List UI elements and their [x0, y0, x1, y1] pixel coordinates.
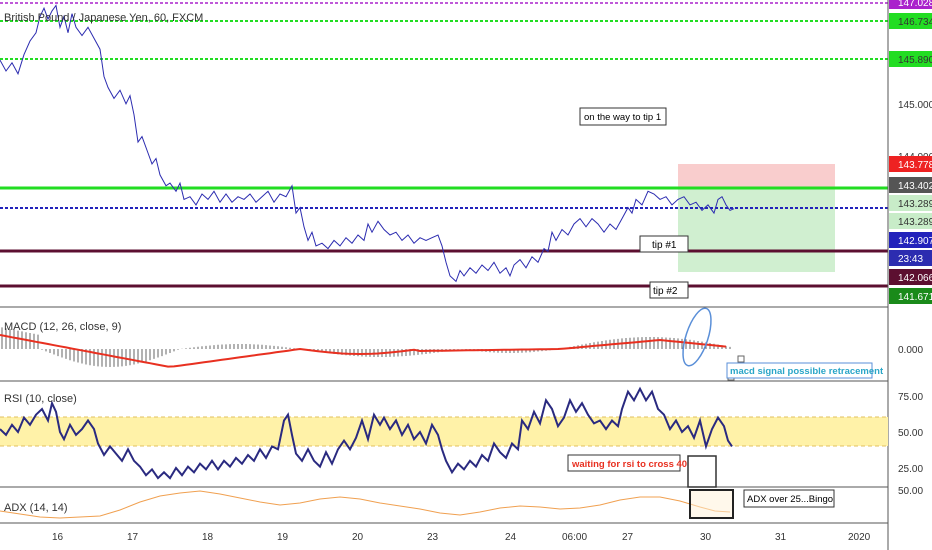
price-tick: 145.890	[898, 55, 932, 66]
price-tag-green: 143.289	[889, 213, 932, 229]
macd-tick: 0.000	[898, 345, 923, 356]
note-adx[interactable]: ADX over 25...Bingo	[743, 489, 835, 508]
time-tick: 06:00	[562, 532, 587, 543]
macd-histogram	[1, 327, 731, 367]
price-tick: 145.000	[898, 100, 932, 111]
time-tick: 18	[202, 532, 214, 543]
price-tick: 143.289	[898, 199, 932, 210]
price-tick: 143.402	[898, 181, 932, 192]
macd-highlight-ellipse	[682, 307, 712, 367]
rsi-tick: 50.00	[898, 428, 923, 439]
time-axis[interactable]: 16 17 18 19 20 23 24 06:00 27 30 31 2020	[52, 532, 871, 543]
rsi-series-line	[0, 386, 733, 480]
time-tick: 23	[427, 532, 439, 543]
price-tag-darkgreen: 141.671	[889, 288, 932, 304]
time-tick: 2020	[848, 532, 871, 543]
price-pane	[0, 2, 888, 288]
macd-signal-line	[0, 334, 727, 368]
price-tick: 142.066	[898, 273, 932, 284]
note-text: waiting for rsi to cross 40	[571, 459, 687, 470]
rsi-band	[0, 417, 888, 446]
bar-countdown: 23:43	[898, 254, 923, 265]
price-tag-green: 146.734	[889, 13, 932, 29]
stop-loss-zone	[678, 164, 835, 188]
note-tip1[interactable]: tip #1	[639, 235, 689, 253]
price-tick: 142.907	[898, 236, 932, 247]
rsi-label: RSI (10, close)	[4, 393, 77, 405]
price-tag-red: 143.778	[889, 156, 932, 172]
time-tick: 19	[277, 532, 289, 543]
adx-series-line	[0, 490, 731, 519]
time-tick: 31	[775, 532, 787, 543]
note-tip2[interactable]: tip #2	[649, 281, 689, 299]
rsi-tick: 25.00	[898, 464, 923, 475]
note-macd[interactable]: macd signal possible retracement	[726, 362, 884, 379]
price-series-line	[0, 4, 735, 283]
rsi-highlight-box	[687, 455, 717, 488]
price-tick: 143.778	[898, 160, 932, 171]
price-tick: 143.289	[898, 217, 932, 228]
price-axis[interactable]: 147.028 146.734 145.890 145.000 144.000 …	[889, 0, 932, 497]
rsi-pane	[0, 386, 888, 488]
time-tick: 17	[127, 532, 139, 543]
time-tick: 20	[352, 532, 364, 543]
adx-tick: 50.00	[898, 486, 923, 497]
time-tick: 27	[622, 532, 634, 543]
time-tick: 16	[52, 532, 64, 543]
take-profit-zone	[678, 188, 835, 272]
note-text: tip #2	[653, 286, 678, 297]
note-rsi[interactable]: waiting for rsi to cross 40	[567, 454, 687, 472]
adx-pane	[0, 489, 734, 519]
note-on-way[interactable]: on the way to tip 1	[579, 107, 667, 126]
adx-label: ADX (14, 14)	[4, 502, 68, 514]
price-tag-maroon: 142.066	[889, 269, 932, 285]
rsi-tick: 75.00	[898, 392, 923, 403]
price-tag-blue: 142.907	[889, 232, 932, 248]
macd-label: MACD (12, 26, close, 9)	[4, 321, 121, 333]
price-tag-purple: 147.028	[889, 0, 932, 9]
note-text: on the way to tip 1	[584, 112, 661, 123]
chart-title: British Pound / Japanese Yen, 60, FXCM	[4, 12, 203, 24]
adx-highlight-box	[689, 489, 734, 519]
time-tick: 24	[505, 532, 517, 543]
price-tag-gray: 143.402	[889, 177, 932, 193]
price-tick: 147.028	[898, 0, 932, 9]
macd-note-marker	[737, 355, 745, 363]
price-tick: 146.734	[898, 17, 932, 28]
note-text: tip #1	[652, 240, 677, 251]
price-tick: 141.671	[898, 292, 932, 303]
time-tick: 30	[700, 532, 712, 543]
macd-pane	[0, 307, 745, 381]
price-tag-green: 145.890	[889, 51, 932, 67]
countdown-tag: 23:43	[889, 250, 932, 266]
price-tag-green: 143.289	[889, 195, 932, 211]
note-text: macd signal possible retracement	[730, 366, 884, 377]
note-text: ADX over 25...Bingo	[747, 494, 833, 505]
